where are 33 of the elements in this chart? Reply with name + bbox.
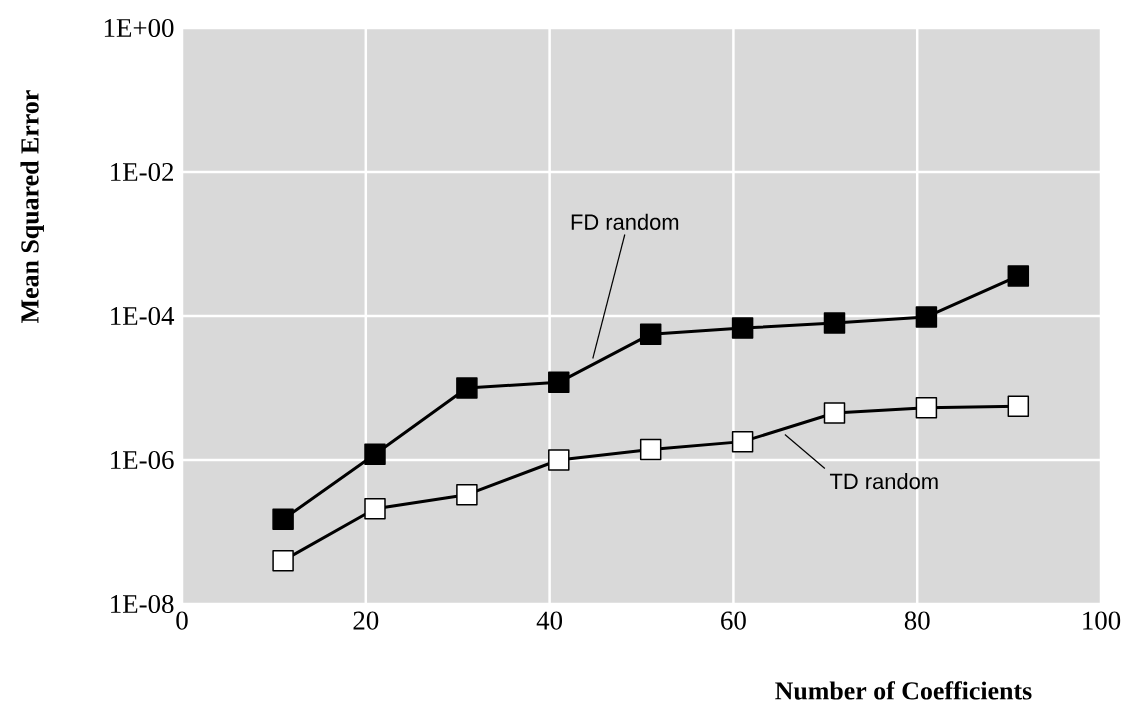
point — [731, 317, 754, 339]
y-tick-label: 1E-04 — [111, 306, 175, 326]
x-tick-label: 40 — [536, 611, 563, 630]
text: TD random — [829, 473, 938, 490]
point — [639, 323, 662, 345]
y-tick-label: 1E-02 — [111, 162, 173, 182]
point — [915, 306, 938, 328]
point — [272, 549, 294, 572]
point — [548, 449, 570, 471]
y-tick-label: 1E+00 — [104, 18, 174, 38]
point — [456, 377, 478, 399]
x-axis-title: Number of Coefficients — [775, 681, 1032, 700]
point — [639, 438, 662, 461]
point — [364, 443, 386, 466]
point — [823, 402, 846, 424]
text: FD random — [571, 213, 679, 230]
point — [364, 498, 386, 520]
x-tick-label: 20 — [353, 611, 379, 630]
point — [548, 371, 570, 394]
x-tick-label: 100 — [1083, 611, 1121, 630]
point — [823, 312, 846, 334]
point — [272, 508, 294, 531]
point — [456, 483, 478, 506]
point — [1007, 265, 1030, 287]
x-tick-label: 80 — [904, 611, 930, 630]
y-tick-label: 1E-06 — [111, 450, 174, 470]
x-tick-label: 0 — [176, 611, 188, 630]
point — [1007, 395, 1030, 417]
point — [915, 397, 938, 419]
y-axis-title: Mean Squared Error — [20, 90, 44, 323]
y-tick-label: 1E-08 — [111, 594, 174, 614]
x-tick-label: 60 — [721, 611, 746, 630]
point — [731, 430, 754, 453]
